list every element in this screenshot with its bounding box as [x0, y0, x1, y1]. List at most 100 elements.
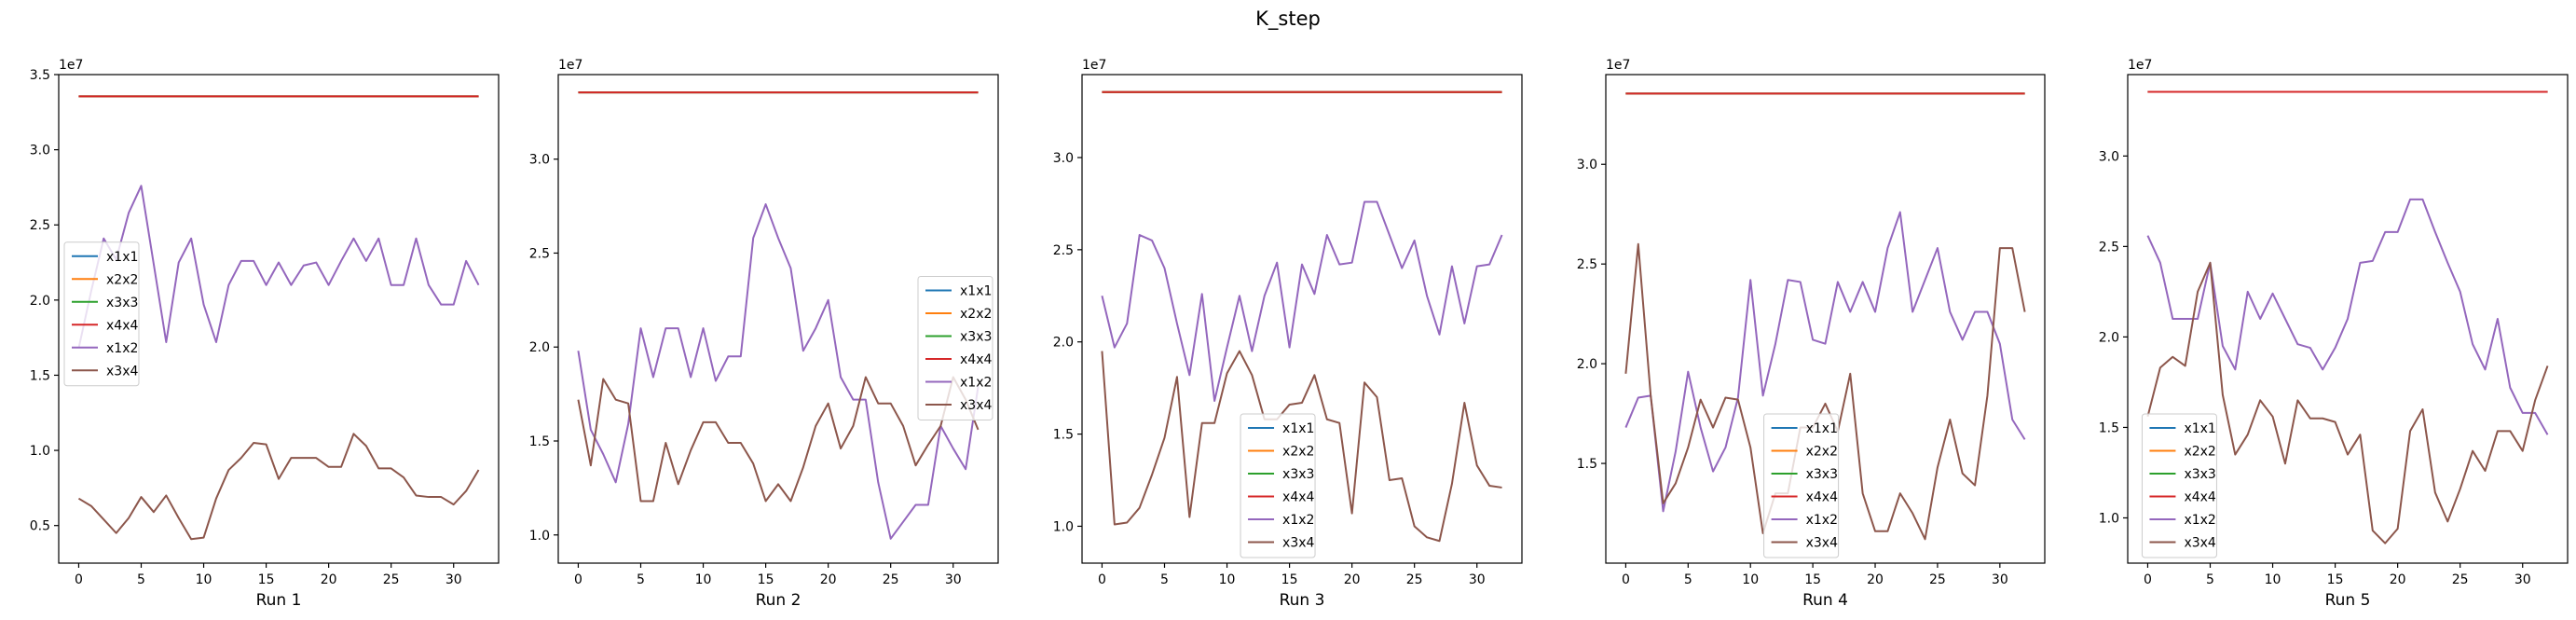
legend: x1x1 x2x2 x3x3 x4x4 x1x2 x3x4 — [917, 275, 993, 420]
legend: x1x1 x2x2 x3x3 x4x4 x1x2 x3x4 — [2141, 413, 2217, 558]
y-tick-label: 2.5 — [1053, 243, 1074, 258]
legend-label-x1x2: x1x2 — [2184, 513, 2215, 528]
legend-label-x4x4: x4x4 — [2184, 490, 2215, 505]
legend-label-x3x3: x3x3 — [106, 296, 138, 310]
y-tick-label: 0.5 — [30, 519, 50, 534]
plot-area — [577, 91, 980, 540]
x-tick-label: 25 — [1929, 572, 1946, 587]
y-tick-label: 2.0 — [1053, 336, 1074, 351]
series-line-x1x2 — [77, 185, 480, 349]
y-tick-label: 2.0 — [2099, 330, 2119, 345]
legend-label-x1x2: x1x2 — [106, 341, 138, 356]
x-tick-label: 25 — [883, 572, 899, 587]
y-tick-label: 3.0 — [1577, 158, 1597, 172]
legend-label-x1x1: x1x1 — [2184, 421, 2215, 436]
x-tick-label: 0 — [2144, 572, 2152, 587]
legend-label-x1x1: x1x1 — [1282, 421, 1314, 436]
subplot-grid: 0 5 10 15 20 25 30 0.5 1.0 1.5 2.0 2.5 3.0 3.5 1e7 Run … — [30, 58, 2569, 610]
legend: x1x1 x2x2 x3x3 x4x4 x1x2 x3x4 — [1240, 413, 1316, 558]
y-offset-text: 1e7 — [2128, 58, 2152, 73]
y-tick-label: 3.0 — [2099, 149, 2119, 164]
figure-title: K_step — [1255, 7, 1321, 31]
axes-frame — [1081, 74, 1523, 564]
plot-area — [1624, 92, 2026, 541]
axes-frame — [1605, 74, 2046, 564]
y-tick-label: 1.5 — [2099, 420, 2119, 435]
y-tick-label: 1.5 — [1053, 428, 1074, 443]
y-tick-label: 3.0 — [529, 153, 550, 168]
x-tick-label: 5 — [137, 572, 145, 587]
legend-label-x1x1: x1x1 — [1806, 421, 1838, 436]
y-offset-text: 1e7 — [59, 58, 83, 73]
legend-label-x4x4: x4x4 — [106, 318, 138, 333]
series-line-x3x4 — [2146, 261, 2549, 544]
legend-label-x4x4: x4x4 — [1806, 490, 1838, 505]
x-tick-label: 25 — [2452, 572, 2469, 587]
subplot-4: 0 5 10 15 20 25 30 1.5 2.0 2.5 3.0 1e7 Run 4 x1x1 x2x2… — [1577, 58, 2046, 610]
x-tick-label: 15 — [758, 572, 774, 587]
x-tick-label: 5 — [2206, 572, 2214, 587]
x-tick-label: 0 — [75, 572, 83, 587]
series-line-x1x2 — [1624, 211, 2026, 513]
x-tick-label: 10 — [2265, 572, 2281, 587]
x-tick-label: 20 — [1867, 572, 1884, 587]
series-line-x3x4 — [1101, 350, 1502, 543]
x-axis-label: Run 5 — [2325, 591, 2371, 610]
legend-label-x3x3: x3x3 — [1282, 467, 1314, 482]
x-tick-label: 30 — [1992, 572, 2008, 587]
y-tick-label: 2.5 — [1577, 257, 1597, 272]
legend-label-x4x4: x4x4 — [1282, 490, 1314, 505]
x-tick-label: 20 — [1344, 572, 1361, 587]
y-tick-label: 1.0 — [529, 529, 550, 544]
x-tick-label: 10 — [1742, 572, 1759, 587]
legend-label-x3x4: x3x4 — [1806, 536, 1838, 551]
subplot-1: 0 5 10 15 20 25 30 0.5 1.0 1.5 2.0 2.5 3.0 3.5 1e7 Run … — [30, 58, 500, 610]
x-tick-label: 15 — [2327, 572, 2344, 587]
y-tick-label: 1.5 — [529, 434, 550, 449]
y-tick-label: 2.0 — [1577, 357, 1597, 372]
legend-label-x3x4: x3x4 — [960, 398, 992, 413]
legend-label-x2x2: x2x2 — [2184, 445, 2215, 460]
x-axis-label: Run 4 — [1802, 591, 1848, 610]
plot-area — [1101, 90, 1503, 543]
legend-label-x3x3: x3x3 — [960, 329, 992, 344]
legend-label-x1x1: x1x1 — [960, 283, 992, 298]
x-tick-label: 0 — [1622, 572, 1630, 587]
x-tick-label: 25 — [1406, 572, 1423, 587]
axes-frame — [557, 74, 999, 564]
series-line-x3x4 — [1624, 242, 2026, 541]
y-tick-label: 3.0 — [1053, 151, 1074, 166]
series-line-x1x2 — [577, 203, 980, 540]
y-tick-label: 3.0 — [30, 144, 50, 158]
x-tick-label: 0 — [1098, 572, 1106, 587]
y-tick-label: 1.5 — [1577, 457, 1597, 472]
legend-label-x2x2: x2x2 — [1282, 445, 1314, 460]
x-tick-label: 15 — [1804, 572, 1821, 587]
y-tick-label: 1.5 — [30, 368, 50, 383]
y-tick-label: 2.5 — [529, 246, 550, 261]
x-tick-label: 5 — [1684, 572, 1692, 587]
x-tick-label: 10 — [196, 572, 212, 587]
y-offset-text: 1e7 — [1082, 58, 1106, 73]
y-tick-label: 1.0 — [2099, 511, 2119, 526]
y-tick-label: 2.0 — [529, 340, 550, 355]
legend-label-x2x2: x2x2 — [106, 272, 138, 287]
x-tick-label: 15 — [258, 572, 275, 587]
x-tick-label: 0 — [574, 572, 582, 587]
x-tick-label: 25 — [383, 572, 400, 587]
legend-label-x3x3: x3x3 — [2184, 467, 2215, 482]
plot-area — [2146, 90, 2549, 544]
x-tick-label: 30 — [445, 572, 462, 587]
x-axis-label: Run 3 — [1280, 591, 1325, 610]
axes-frame — [2127, 74, 2569, 564]
x-tick-label: 5 — [1160, 572, 1169, 587]
legend-label-x3x3: x3x3 — [1806, 467, 1838, 482]
legend: x1x1 x2x2 x3x3 x4x4 x1x2 x3x4 — [63, 241, 140, 387]
y-tick-label: 2.5 — [2099, 240, 2119, 255]
x-tick-label: 30 — [1469, 572, 1486, 587]
x-tick-label: 20 — [321, 572, 337, 587]
